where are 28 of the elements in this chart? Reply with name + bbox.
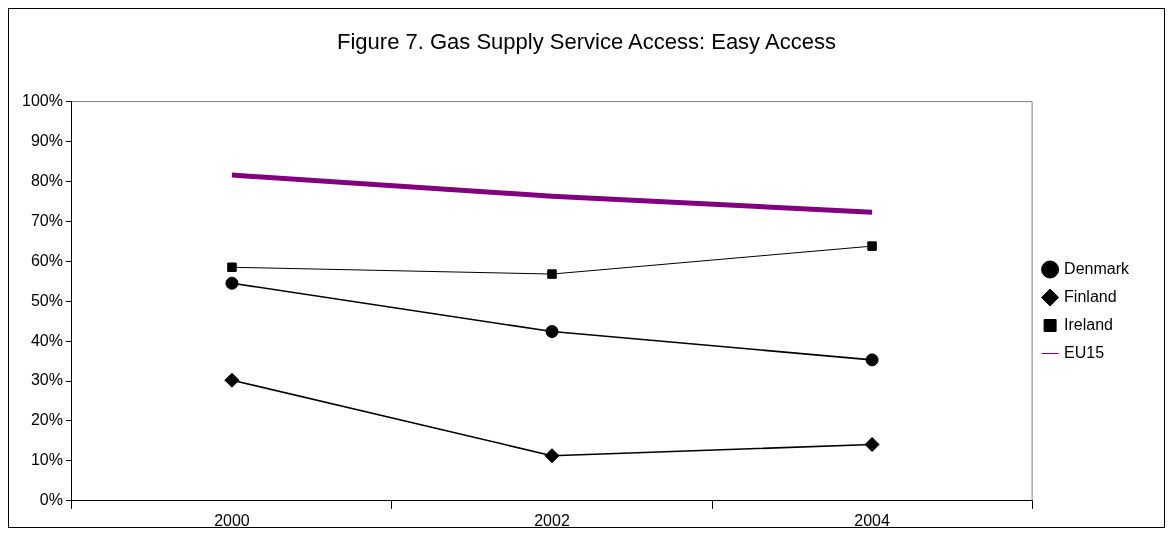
chart-title: Figure 7. Gas Supply Service Access: Easy Access	[336, 28, 837, 56]
point	[544, 448, 560, 464]
point	[864, 437, 880, 453]
point	[547, 269, 557, 279]
legend-label: EU15	[1064, 343, 1105, 361]
y-tick-label: 40%	[30, 331, 63, 349]
point	[865, 353, 879, 367]
point	[545, 325, 559, 339]
y-tick-label: 80%	[30, 171, 63, 189]
point	[867, 241, 877, 251]
y-tick-label: 10%	[30, 451, 63, 469]
point	[225, 276, 239, 290]
y-tick-label: 0%	[39, 491, 63, 509]
legend-label: Denmark	[1064, 259, 1130, 277]
point	[227, 262, 237, 273]
y-tick-label: 50%	[30, 291, 63, 309]
y-tick-label: 30%	[30, 371, 63, 389]
x-tick-label: 2002	[534, 511, 570, 529]
x-tick-label: 2000	[214, 511, 250, 529]
y-tick-label: 20%	[30, 411, 63, 429]
point	[224, 372, 240, 388]
y-tick-label: 90%	[30, 131, 63, 149]
y-tick-label: 70%	[30, 211, 63, 229]
y-tick-label: 60%	[30, 251, 63, 269]
legend-label: Ireland	[1064, 315, 1114, 333]
legend-label: Finland	[1064, 287, 1117, 305]
x-tick-label: 2004	[854, 511, 890, 529]
y-tick-label: 100%	[22, 92, 63, 110]
